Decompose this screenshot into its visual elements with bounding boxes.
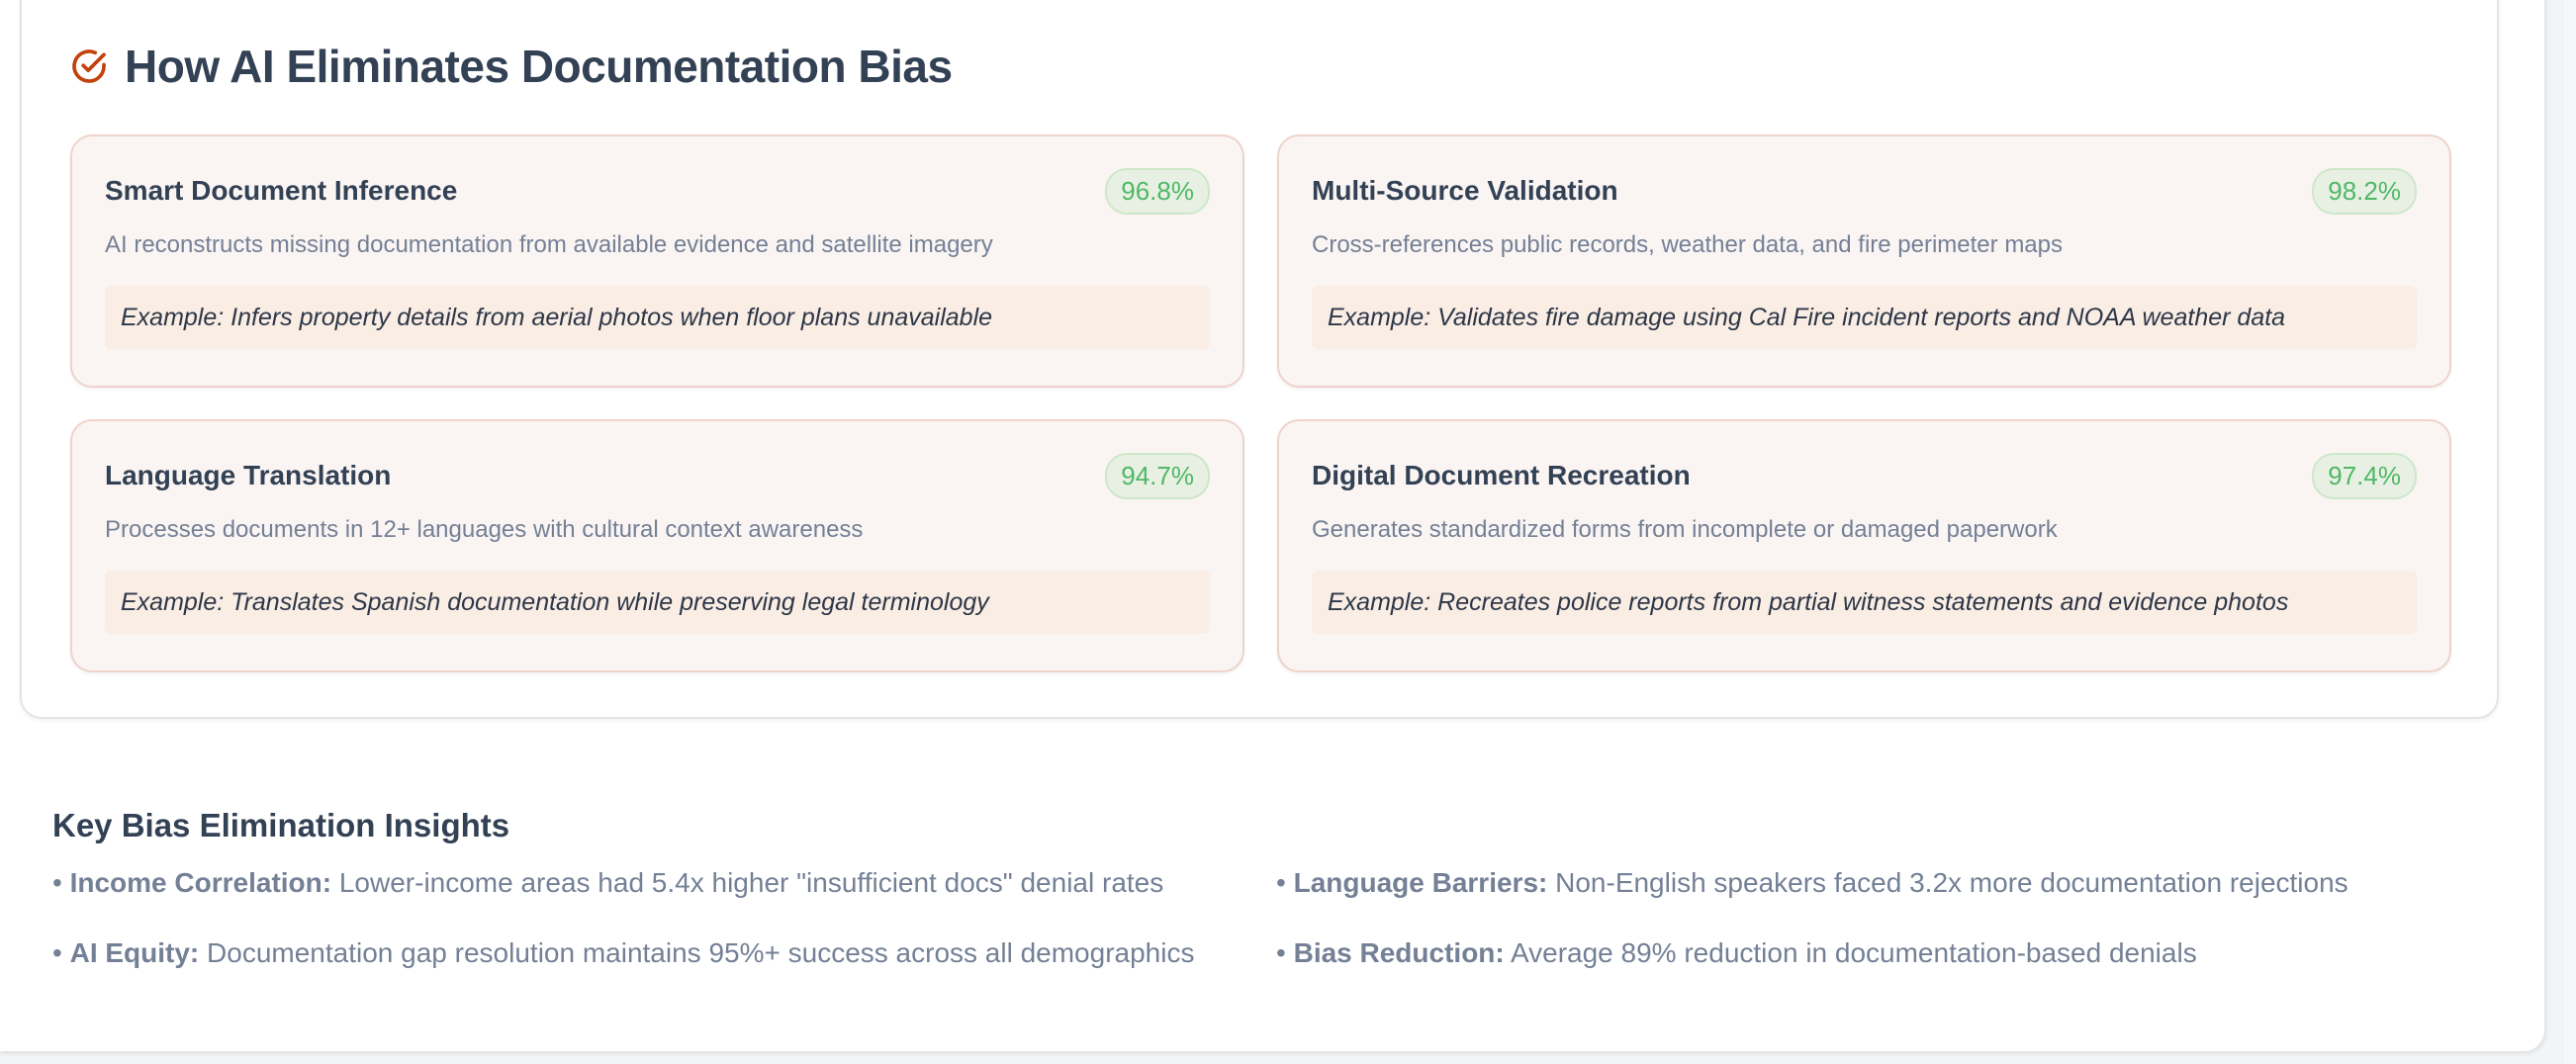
insight-item: • AI Equity: Documentation gap resolutio… — [52, 937, 1195, 968]
insight-text: Average 89% reduction in documentation-b… — [1504, 937, 2197, 968]
insight-label: Bias Reduction: — [1293, 937, 1505, 968]
card-example: Example: Validates fire damage using Cal… — [1312, 286, 2417, 349]
feature-card-language-translation: Language Translation 94.7% Processes docu… — [70, 419, 1244, 672]
card-description: AI reconstructs missing documentation fr… — [105, 231, 993, 258]
feature-card-smart-document-inference: Smart Document Inference 96.8% AI reconst… — [70, 134, 1244, 388]
feature-card-digital-document-recreation: Digital Document Recreation 97.4% Generat… — [1277, 419, 2451, 672]
card-description: Generates standardized forms from incomp… — [1312, 516, 2058, 543]
section-header: How AI Eliminates Documentation Bias — [69, 40, 953, 93]
insight-item: • Bias Reduction: Average 89% reduction … — [1276, 937, 2197, 968]
insight-label: Language Barriers: — [1293, 867, 1548, 898]
insight-text: Documentation gap resolution maintains 9… — [199, 937, 1195, 968]
accuracy-badge: 96.8% — [1105, 167, 1210, 215]
scrollbar[interactable] — [2562, 0, 2576, 1064]
card-title: Smart Document Inference — [105, 175, 458, 206]
card-description: Processes documents in 12+ languages wit… — [105, 516, 864, 543]
card-example: Example: Translates Spanish documentatio… — [105, 571, 1210, 634]
insight-item: • Language Barriers: Non-English speaker… — [1276, 867, 2348, 898]
card-title: Digital Document Recreation — [1312, 460, 1691, 490]
insight-item: • Income Correlation: Lower-income areas… — [52, 867, 1164, 898]
section-title: How AI Eliminates Documentation Bias — [125, 41, 953, 92]
insight-text: Non-English speakers faced 3.2x more doc… — [1547, 867, 2348, 898]
feature-card-multi-source-validation: Multi-Source Validation 98.2% Cross-refer… — [1277, 134, 2451, 388]
accuracy-badge: 97.4% — [2312, 452, 2417, 499]
check-circle-icon — [72, 49, 106, 83]
card-example: Example: Infers property details from ae… — [105, 286, 1210, 349]
insight-label: Income Correlation: — [69, 867, 332, 898]
card-title: Multi-Source Validation — [1312, 175, 1618, 206]
card-example: Example: Recreates police reports from p… — [1312, 571, 2417, 634]
insight-text: Lower-income areas had 5.4x higher "insu… — [331, 867, 1164, 898]
accuracy-badge: 98.2% — [2312, 167, 2417, 215]
accuracy-badge: 94.7% — [1105, 452, 1210, 499]
card-title: Language Translation — [105, 460, 392, 490]
insight-label: AI Equity: — [69, 937, 200, 968]
insights-title: Key Bias Elimination Insights — [52, 807, 510, 843]
card-description: Cross-references public records, weather… — [1312, 231, 2063, 258]
